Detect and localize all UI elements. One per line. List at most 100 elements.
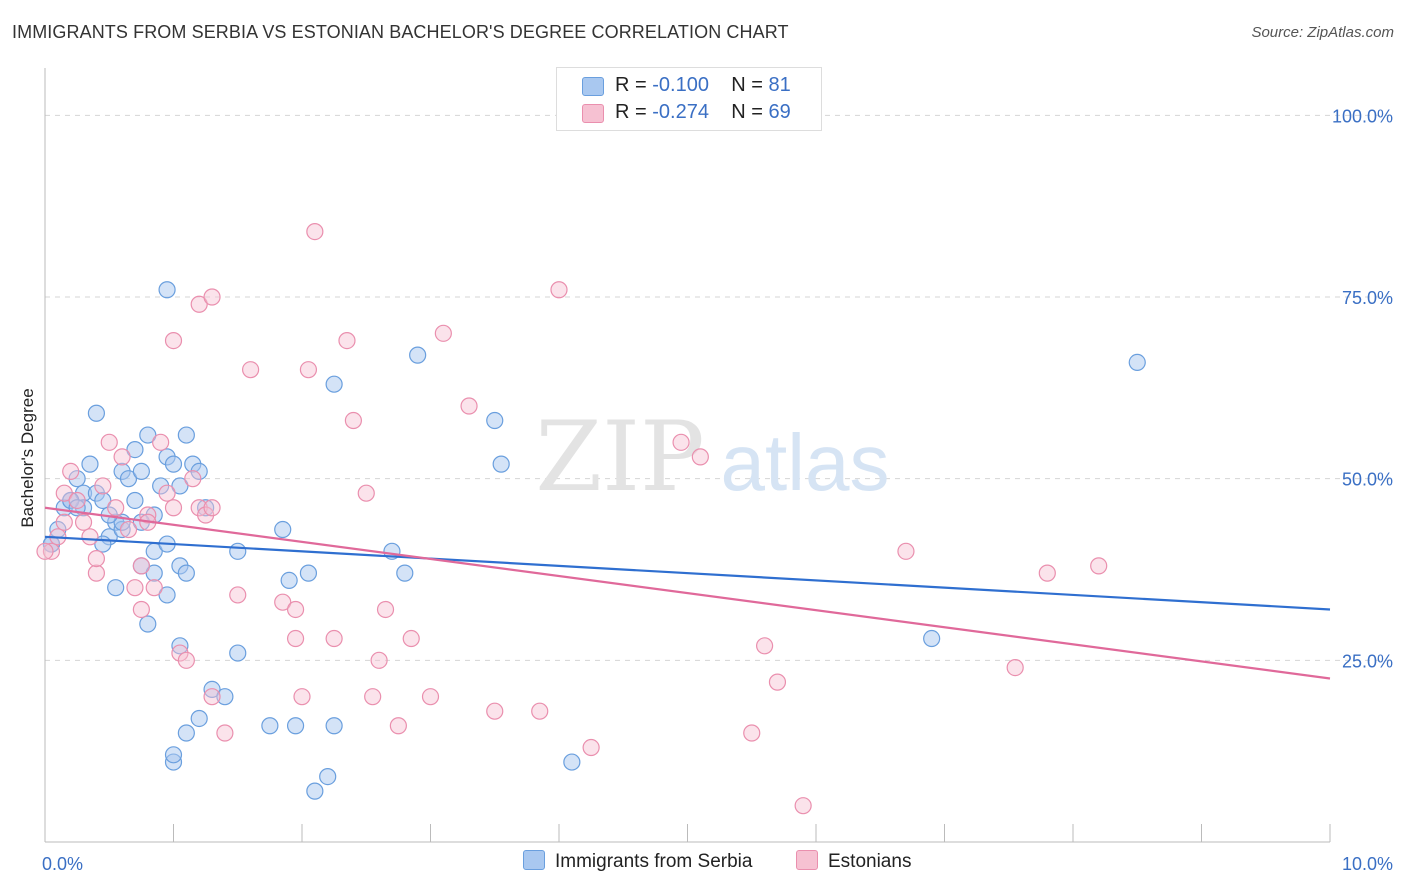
chart-title: IMMIGRANTS FROM SERBIA VS ESTONIAN BACHE… [12, 22, 789, 42]
serbia-point [1128, 353, 1146, 371]
estonians-point [152, 433, 170, 451]
y-axis-label: Bachelor's Degree [18, 388, 37, 527]
estonians-point [421, 688, 440, 706]
estonians-point [897, 542, 915, 560]
r-label: R = [615, 74, 647, 96]
estonians-point [550, 281, 568, 299]
estonians-point [36, 542, 54, 560]
serbia-point [126, 441, 144, 459]
n-label: N = [731, 101, 763, 123]
estonians-point [119, 520, 138, 539]
serbia-point [145, 564, 163, 582]
serbia-point [286, 717, 305, 735]
legend-item-estonians[interactable]: Estonians [796, 850, 911, 873]
n-label: N = [731, 74, 763, 96]
serbia-point [203, 680, 221, 699]
watermark-zip: ZIP [535, 401, 704, 513]
serbia-point [563, 753, 581, 771]
estonians-point [370, 651, 388, 669]
estonians-point [755, 637, 774, 655]
serbia-point [492, 455, 510, 473]
n-value-estonians: 69 [768, 101, 791, 123]
serbia-point [319, 767, 337, 786]
estonians-point [94, 477, 112, 495]
estonians-point [389, 717, 407, 735]
serbia-point [158, 586, 176, 604]
serbia-point [229, 542, 247, 560]
serbia-point [486, 411, 504, 430]
r-value-estonians: -0.274 [652, 101, 709, 123]
serbia-point [274, 520, 292, 539]
estonians-point [81, 528, 99, 546]
estonians-point [132, 600, 150, 619]
serbia-point [280, 571, 298, 590]
serbia-point [190, 709, 208, 728]
r-label: R = [615, 101, 647, 123]
estonians-point [158, 484, 176, 502]
estonians-point [672, 433, 690, 451]
serbia-point [306, 782, 324, 800]
source-label: Source: ZipAtlas.com [1251, 24, 1394, 41]
estonians-point [768, 673, 787, 691]
estonians-point [164, 499, 183, 517]
serbia-point [177, 426, 195, 444]
estonians-point [531, 702, 549, 720]
serbia-point [139, 615, 157, 633]
x-tick-label: 0.0% [42, 854, 83, 874]
estonians-point [434, 324, 452, 342]
serbia-trend-line [44, 535, 1331, 611]
r-value-serbia: -0.100 [652, 74, 709, 96]
serbia-point [94, 491, 112, 510]
estonians-legend-swatch [796, 850, 818, 870]
estonians-point [460, 397, 478, 415]
watermark-atlas: atlas [721, 418, 890, 507]
y-tick-label: 25.0% [1342, 651, 1393, 671]
y-tick-label: 50.0% [1342, 470, 1393, 490]
axes [44, 68, 1331, 843]
estonians-point [164, 332, 183, 350]
serbia-point [171, 637, 189, 655]
serbia-legend-swatch [523, 850, 545, 870]
serbia-point [119, 470, 138, 488]
estonians-point [177, 651, 195, 669]
estonians-point [299, 361, 318, 379]
estonians-point [203, 288, 221, 306]
estonians-point [42, 542, 61, 560]
estonians-point [1006, 658, 1024, 677]
estonians-point [1090, 557, 1108, 575]
estonians-swatch [582, 104, 604, 123]
estonians-point [274, 593, 292, 611]
trend-lines [44, 506, 1331, 680]
serbia-point [325, 375, 343, 393]
estonians-point [402, 629, 420, 648]
estonians-point [113, 448, 131, 466]
estonians-point [286, 629, 305, 648]
serbia-point [409, 346, 427, 364]
serbia-point [164, 455, 183, 473]
legend-label-serbia: Immigrants from Serbia [555, 851, 753, 872]
n-value-serbia: 81 [768, 74, 791, 96]
serbia-point [396, 564, 414, 582]
estonians-point [286, 600, 305, 619]
serbia-point [229, 644, 247, 662]
estonians-point [87, 549, 106, 568]
estonians-point [126, 579, 144, 597]
serbia-point [81, 455, 99, 473]
tick-labels: 25.0% 50.0% 75.0% 100.0% 0.0% 10.0% [42, 106, 1393, 874]
estonians-point [145, 579, 163, 597]
estonians-point [344, 411, 362, 430]
estonians-point [203, 499, 221, 517]
legend-item-serbia[interactable]: Immigrants from Serbia [523, 850, 752, 873]
estonians-point [229, 586, 247, 604]
estonians-point [190, 295, 208, 313]
y-tick-label: 75.0% [1342, 288, 1393, 308]
serbia-point [325, 717, 343, 735]
serbia-point [87, 404, 106, 422]
watermark: ZIP atlas [535, 401, 889, 513]
estonians-point [376, 600, 395, 619]
estonians-point [486, 702, 504, 720]
serbia-point [177, 724, 195, 742]
serbia-point [177, 564, 195, 582]
y-tick-label: 100.0% [1332, 106, 1393, 126]
estonians-point [293, 688, 311, 706]
